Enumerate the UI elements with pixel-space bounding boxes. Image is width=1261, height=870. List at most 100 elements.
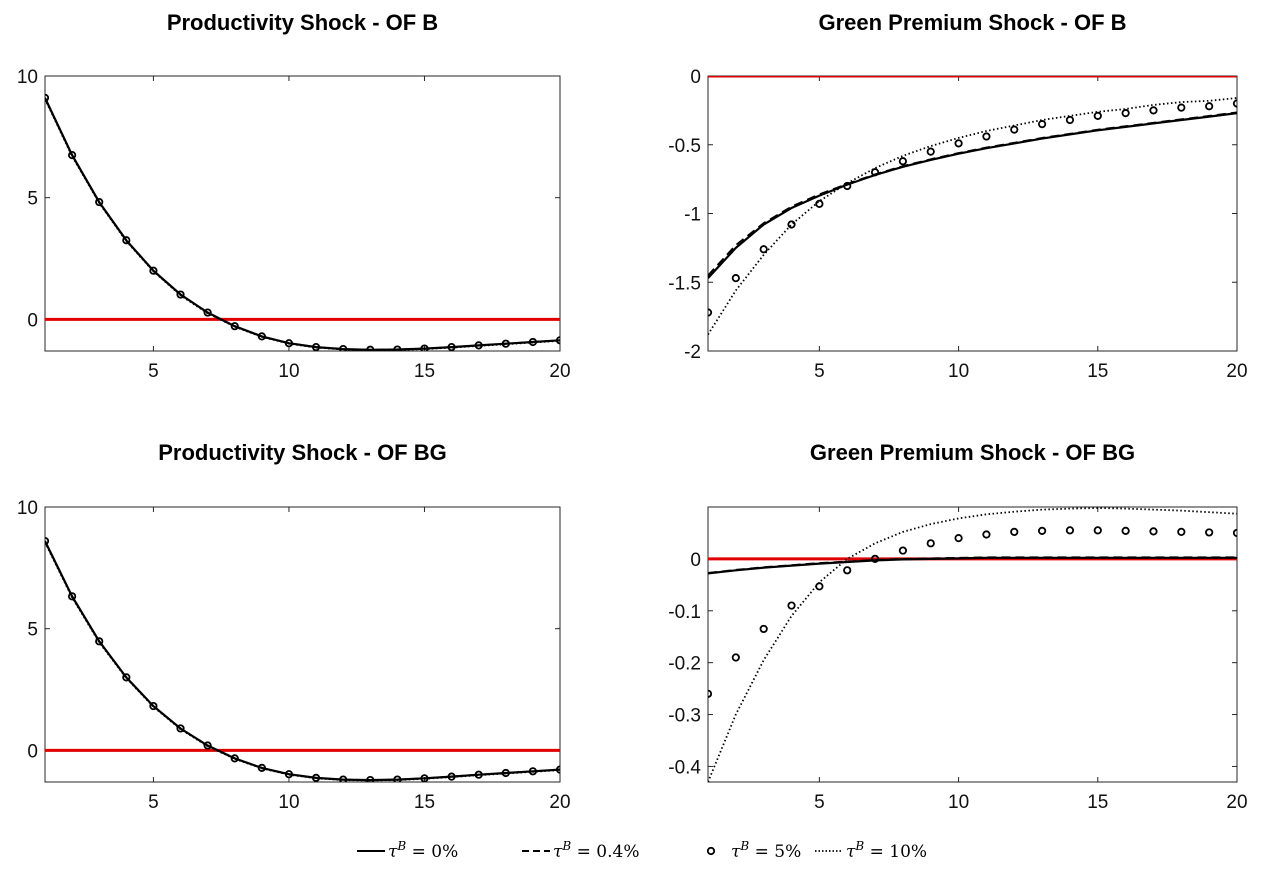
data-point-circle — [954, 139, 963, 148]
data-point-circle — [787, 220, 796, 229]
data-point-circle — [1038, 526, 1047, 535]
x-tick-label: 20 — [549, 361, 570, 382]
data-point-circle — [1121, 526, 1130, 535]
chart-title: Green Premium Shock - OF B — [818, 10, 1126, 35]
data-point-circle — [954, 534, 963, 543]
data-point-circle — [982, 132, 991, 141]
x-tick-label: 10 — [278, 792, 299, 813]
series-line-dotted — [45, 98, 560, 351]
series-line-dotted — [708, 97, 1237, 335]
data-point-circle — [1038, 120, 1047, 129]
data-point-circle — [68, 150, 77, 160]
data-point-circle — [339, 775, 348, 782]
x-tick-label: 20 — [1226, 361, 1247, 382]
data-point-circle — [474, 341, 483, 350]
data-point-circle — [95, 197, 104, 207]
series-line-solid — [708, 112, 1237, 279]
data-point-circle — [787, 601, 796, 610]
data-point-circle — [870, 168, 880, 177]
x-tick-label: 5 — [148, 361, 159, 382]
plot-frame — [707, 75, 1238, 352]
data-point-circle — [898, 546, 907, 555]
chart-title: Productivity Shock - OF B — [167, 10, 438, 35]
y-tick-label: -0.5 — [668, 136, 701, 157]
data-point-circle — [149, 266, 158, 275]
x-tick-label: 15 — [1087, 792, 1108, 813]
legend-label: τB = 0.4% — [553, 839, 639, 862]
plot-area — [708, 76, 1237, 335]
plot-area — [45, 93, 560, 351]
data-point-circle — [898, 157, 907, 166]
y-tick-label: -0.2 — [668, 654, 701, 675]
plot-area — [708, 507, 1237, 782]
y-tick-label: -1 — [684, 205, 701, 226]
data-point-circle — [708, 308, 713, 317]
chart-title: Productivity Shock - OF BG — [158, 440, 446, 465]
plot-frame — [707, 506, 1238, 783]
data-point-circle — [1010, 125, 1019, 134]
data-point-circle — [203, 308, 212, 317]
data-point-circle — [759, 624, 768, 634]
data-point-circle — [982, 530, 991, 539]
x-tick-label: 5 — [814, 361, 825, 382]
data-point-circle — [815, 199, 824, 208]
data-point-circle — [1010, 527, 1019, 537]
data-point-circle — [339, 344, 348, 351]
series-line-dashed — [708, 556, 1237, 574]
plot-area — [45, 536, 560, 782]
x-tick-label: 15 — [1087, 361, 1108, 382]
x-tick-label: 10 — [278, 361, 299, 382]
data-point-circle — [1232, 99, 1237, 108]
data-point-circle — [926, 147, 935, 156]
data-point-circle — [176, 724, 185, 733]
x-tick-label: 20 — [549, 792, 570, 813]
y-tick-label: 0 — [690, 67, 701, 88]
y-tick-label: -1.5 — [668, 273, 701, 294]
series-line-dotted — [708, 507, 1237, 782]
data-point-circle — [149, 701, 158, 711]
data-point-circle — [870, 554, 880, 563]
data-point-circle — [1205, 528, 1214, 537]
panel-green-premium-of-bg: Green Premium Shock - OF BG 5 10 15 20 0 -0.1 -… — [668, 440, 1247, 813]
panel-productivity-of-bg: Productivity Shock - OF BG 5 10 15 20 0 5 10 — [17, 440, 571, 813]
panel-productivity-of-b: Productivity Shock - OF B 5 10 15 20 0 5 10 — [17, 10, 571, 382]
data-point-circle — [1065, 115, 1075, 125]
y-tick-label: 0 — [27, 741, 38, 762]
series-line-solid — [45, 97, 560, 351]
y-tick-label: -0.1 — [668, 602, 701, 623]
data-point-circle — [1093, 111, 1102, 120]
data-point-circle — [68, 592, 77, 601]
data-point-circle — [45, 93, 50, 103]
x-tick-label: 10 — [948, 361, 969, 382]
data-point-circle — [1093, 526, 1102, 535]
data-point-circle — [95, 637, 104, 646]
data-point-circle — [843, 566, 852, 575]
data-point-circle — [45, 536, 50, 546]
series-line-dashed — [45, 540, 560, 782]
y-tick-label: 0 — [27, 310, 38, 331]
chart-title: Green Premium Shock - OF BG — [810, 440, 1135, 465]
data-point-circle — [759, 245, 768, 254]
y-tick-label: -2 — [684, 342, 701, 363]
x-tick-label: 15 — [414, 361, 435, 382]
legend-label: τB = 10% — [846, 839, 927, 862]
plot-frame — [44, 75, 561, 352]
x-tick-label: 5 — [148, 792, 159, 813]
series-line-dashed — [45, 97, 560, 351]
x-tick-label: 20 — [1226, 792, 1247, 813]
x-tick-label: 5 — [814, 792, 825, 813]
data-point-circle — [122, 673, 131, 682]
y-tick-label: 5 — [27, 620, 38, 641]
data-point-circle — [447, 772, 456, 781]
series-line-dotted — [45, 541, 560, 782]
y-tick-label: 0 — [690, 550, 701, 571]
x-tick-label: 10 — [948, 792, 969, 813]
data-point-circle — [122, 236, 131, 245]
x-tick-label: 15 — [414, 792, 435, 813]
y-tick-label: 10 — [17, 498, 38, 519]
data-point-circle — [731, 274, 740, 283]
data-point-circle — [1232, 528, 1237, 538]
data-point-circle — [176, 290, 185, 299]
panel-green-premium-of-b: Green Premium Shock - OF B 5 10 15 20 0 -0.5 -1… — [668, 10, 1247, 382]
